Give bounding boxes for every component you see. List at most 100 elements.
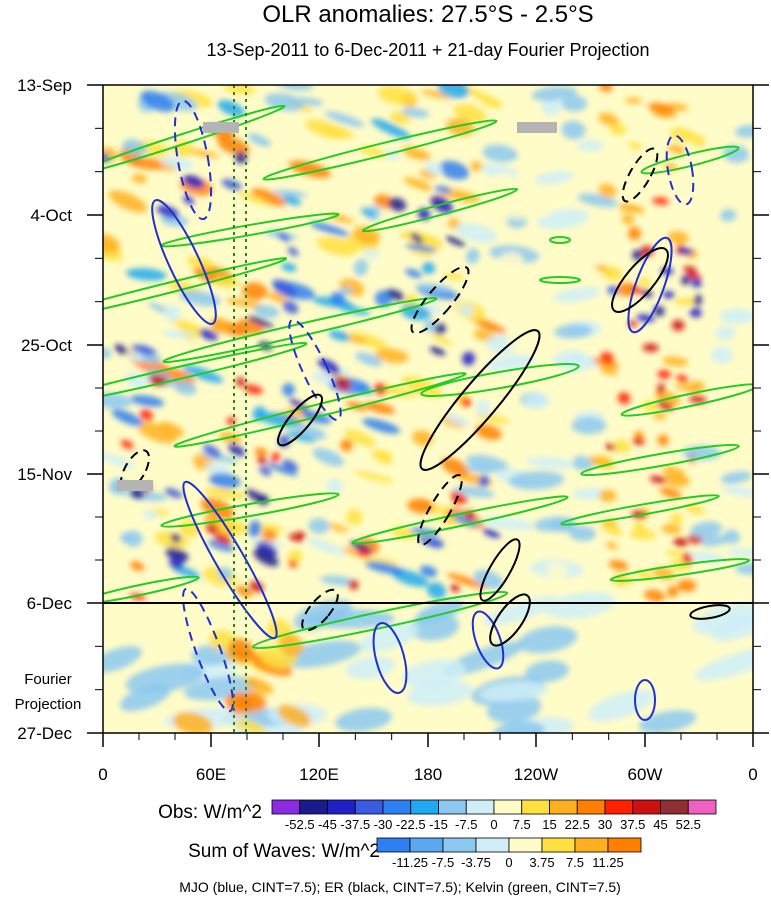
anomaly-cell <box>248 520 262 538</box>
mjo-contour <box>182 587 234 713</box>
anomaly-cell <box>552 350 586 366</box>
anomaly-cell <box>613 439 631 454</box>
obs-legend-swatch <box>632 799 661 815</box>
anomaly-cell <box>259 466 272 476</box>
anomaly-cell <box>667 144 686 154</box>
anomaly-cell <box>508 471 565 490</box>
kelvin-contour <box>620 383 753 417</box>
chart-title: OLR anomalies: 27.5°S - 2.5°S <box>262 1 593 28</box>
anomaly-cell <box>569 525 597 542</box>
anomaly-cell <box>293 599 352 631</box>
anomaly-cell <box>598 183 617 198</box>
anomaly-cell <box>340 438 353 452</box>
anomaly-cell <box>288 533 304 542</box>
anomaly-cell <box>609 123 627 136</box>
anomaly-cell <box>409 527 439 537</box>
anomaly-cell <box>608 560 629 571</box>
anomaly-cell <box>281 262 297 272</box>
anomaly-cell <box>335 377 352 391</box>
anomaly-cell <box>282 300 299 314</box>
er-contour <box>417 474 463 546</box>
anomaly-cell <box>126 268 167 281</box>
anomaly-cell <box>164 488 183 499</box>
anomaly-cell <box>417 208 431 221</box>
anomaly-cell <box>628 226 642 241</box>
anomaly-cell <box>446 573 488 589</box>
anomaly-cell <box>217 567 233 580</box>
anomaly-cell <box>362 418 401 434</box>
anomaly-cell <box>640 245 654 257</box>
mjo-contour <box>288 318 342 422</box>
obs-legend-swatch <box>521 799 550 815</box>
anomaly-cell <box>198 329 219 341</box>
anomaly-cell <box>598 112 619 126</box>
anomaly-cell <box>598 489 617 503</box>
kelvin-contour <box>103 257 288 323</box>
anomaly-cell <box>717 172 744 185</box>
anomaly-cell <box>108 190 148 213</box>
anomaly-cell <box>453 486 495 498</box>
anomaly-cell <box>657 369 672 380</box>
anomaly-cell <box>627 142 642 150</box>
anomaly-cell <box>498 208 551 220</box>
kelvin-contour <box>262 119 498 181</box>
anomaly-cell <box>205 523 220 535</box>
y-tick-label: 25-Oct <box>21 336 72 355</box>
anomaly-cell <box>455 223 498 243</box>
mjo-contour <box>471 610 505 670</box>
obs-legend-level-label: 52.5 <box>676 817 701 832</box>
anomaly-cell <box>690 278 702 288</box>
projection-label-line1: Fourier <box>24 671 72 688</box>
er-contour <box>689 604 731 620</box>
anomaly-cell <box>348 331 388 349</box>
anomaly-cell <box>203 444 221 458</box>
anomaly-cell <box>697 473 721 486</box>
anomaly-cell <box>365 561 405 575</box>
y-tick-label: 27-Dec <box>17 724 72 743</box>
anomaly-cell <box>386 289 405 301</box>
anomaly-cell <box>673 297 699 306</box>
anomaly-cell <box>710 612 753 642</box>
anomaly-cell <box>421 89 452 99</box>
obs-legend-swatch <box>438 799 467 815</box>
anomaly-cell <box>599 85 613 93</box>
anomaly-cell <box>472 317 507 334</box>
anomaly-cell <box>173 379 197 396</box>
anomaly-cell <box>460 397 472 407</box>
anomaly-cell <box>127 351 144 362</box>
anomaly-cell <box>217 99 245 117</box>
mjo-contour <box>182 480 278 640</box>
anomaly-cell <box>665 550 686 557</box>
anomaly-cell <box>374 348 409 364</box>
waves-legend-swatch <box>376 837 411 853</box>
obs-legend-level-label: 0 <box>490 817 497 832</box>
anomaly-cell <box>235 377 246 387</box>
anomaly-cell <box>405 243 437 253</box>
anomaly-cell <box>666 585 679 598</box>
anomaly-cell <box>632 249 643 261</box>
er-contour <box>277 393 323 447</box>
anomaly-cell <box>317 358 341 375</box>
anomaly-cell <box>687 272 702 280</box>
anomaly-cell <box>422 261 436 275</box>
anomaly-cell <box>711 346 733 364</box>
anomaly-cell <box>647 102 675 115</box>
anomaly-cell <box>734 563 753 575</box>
anomaly-cell <box>272 189 309 197</box>
anomaly-cell <box>282 195 302 206</box>
kelvin-contour <box>539 276 581 284</box>
anomaly-cell <box>251 188 287 207</box>
obs-legend-level-label: -7.5 <box>455 817 477 832</box>
anomaly-cell <box>721 486 753 497</box>
obs-legend-level-label: -52.5 <box>285 817 315 832</box>
anomaly-cell <box>103 233 121 254</box>
anomaly-cell <box>213 519 250 535</box>
anomaly-cell <box>445 236 466 247</box>
anomaly-cell <box>427 537 444 549</box>
anomaly-cell <box>209 472 241 489</box>
anomaly-cell <box>506 334 561 354</box>
waves-legend-swatch <box>442 837 477 853</box>
anomaly-cell <box>288 559 298 568</box>
anomaly-cell <box>526 457 576 469</box>
